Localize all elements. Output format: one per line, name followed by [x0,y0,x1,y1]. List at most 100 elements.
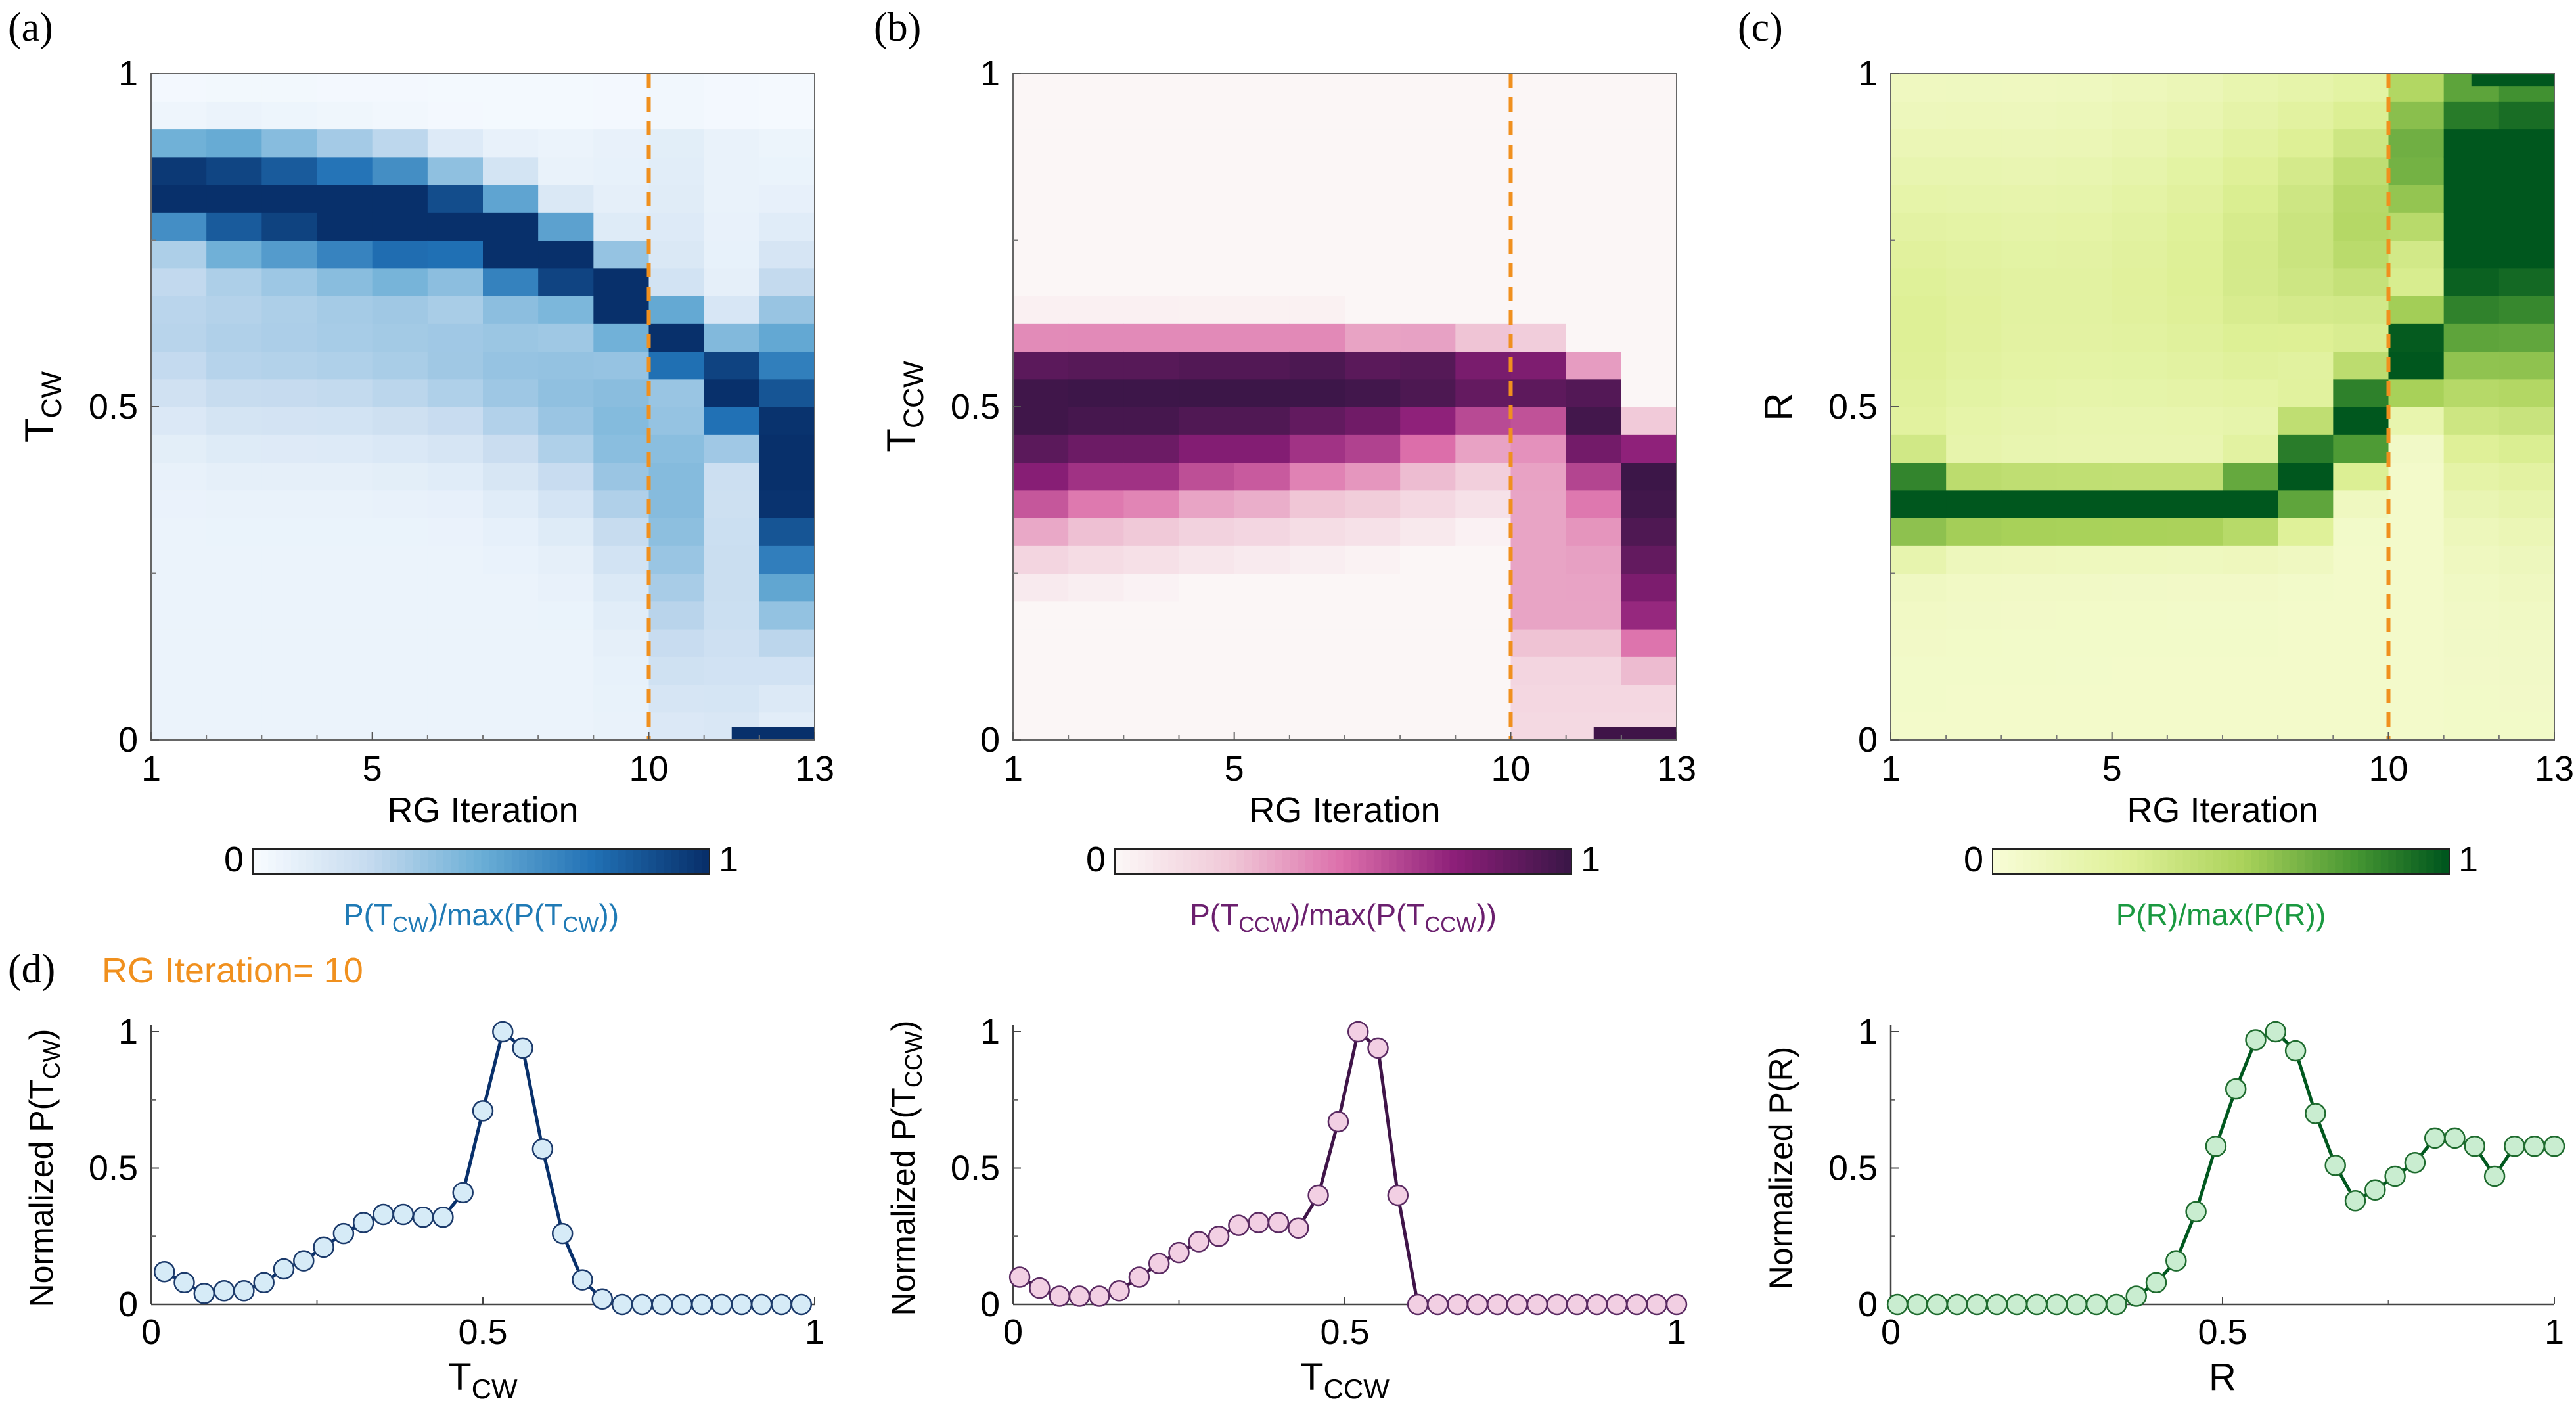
colorbar-segment [367,849,376,874]
colorbar-segment [694,849,703,874]
heatmap-cell [1289,156,1345,185]
heatmap-cell [317,323,373,352]
heatmap-cell [704,240,760,269]
data-point [313,1236,334,1258]
heatmap-cell [261,684,318,713]
colorbar-segment [473,849,482,874]
data-point [2265,1021,2287,1043]
data-point [2165,1250,2187,1272]
heatmap-cell [2388,212,2445,241]
heatmap-cell [372,129,428,158]
heatmap-cell [2056,351,2113,380]
heatmap-cell [2333,656,2389,685]
heatmap-cell [427,296,484,324]
x-tick-label: 10 [629,749,668,789]
heatmap-cell [1400,490,1456,518]
heatmap-cell [2278,712,2334,741]
colorbar-segment [671,849,680,874]
colorbar-segment [290,849,300,874]
heatmap-cell [2223,407,2278,435]
data-point [1168,1241,1190,1264]
colorbar-segment [1525,849,1534,874]
heatmap-cell [483,656,539,685]
heatmap-cell [206,296,262,324]
heatmap-cell [1289,74,1345,102]
heatmap-cell [1179,323,1235,352]
colorbar-segment [1373,849,1382,874]
heatmap-cell [1013,212,1069,241]
heatmap-cell [1179,462,1235,491]
heatmap-cell [1566,573,1622,602]
heatmap-cell [1891,573,1947,602]
x-tick-label: 10 [2368,749,2408,789]
heatmap-cell [1068,74,1124,102]
data-point [2225,1078,2247,1100]
heatmap-cell [759,462,815,491]
heatmap-cell [2056,156,2113,185]
colorbar-segment [1434,849,1443,874]
colorbar-segment [1335,849,1344,874]
data-point [412,1206,434,1228]
heatmap-cell [2498,462,2555,491]
heatmap-cell [261,629,318,657]
heatmap-cell [2498,323,2555,352]
heatmap-cell [151,74,207,102]
heatmap-cell [1455,185,1512,213]
heatmap-cell [1179,267,1235,296]
heatmap-cell [1400,351,1456,380]
heatmap-cell [1345,212,1401,241]
data-point [1089,1285,1110,1307]
heatmap-cell [1891,434,1947,463]
heatmap-cell [1234,518,1290,546]
heatmap-cell [2167,379,2223,407]
data-point [551,1222,574,1245]
colorbar-segment [2304,849,2313,874]
heatmap-cell [2498,212,2555,241]
heatmap-cell [1400,684,1456,713]
heatmap-cell [648,129,705,158]
data-point [373,1203,394,1226]
heatmap-cell [2001,323,2058,352]
colorbar-segment [2076,849,2085,874]
heatmap-cell [427,212,484,241]
heatmap-cell [2388,379,2445,407]
heatmap-cell [2223,240,2278,269]
colorbar-segment [2046,849,2054,874]
heatmap-cell [1510,656,1567,685]
heatmap-cell [704,212,760,241]
heatmap-cell [427,323,484,352]
heatmap-cell [704,573,760,602]
heatmap-cell [1621,434,1677,463]
colorbar-segment [2205,849,2214,874]
heatmap-cell [1510,351,1567,380]
colorbar-segment [2342,849,2351,874]
heatmap-cell [2112,240,2168,269]
heatmap-cell [2278,490,2334,518]
heatmap-cell [317,129,373,158]
heatmap-cell [1179,712,1235,741]
heatmap-cell [151,684,207,713]
colorbar-segment [405,849,414,874]
heatmap-cell [648,518,705,546]
heatmap-cell [2333,434,2389,463]
colorbar-segment [1426,849,1435,874]
heatmap-cell [2056,545,2113,574]
heatmap-cell [1946,656,2002,685]
heatmap-cell [1946,240,2002,269]
heatmap-cell [2001,267,2058,296]
heatmap-cell [2443,296,2500,324]
data-point [2424,1127,2446,1149]
data-point [2066,1293,2088,1316]
data-point [1049,1285,1070,1307]
heatmap-cell [759,407,815,435]
heatmap-cell [1345,185,1401,213]
heatmap-cell [1289,573,1345,602]
heatmap-cell [759,601,815,630]
heatmap-cell [1946,545,2002,574]
heatmap-cell [317,462,373,491]
heatmap-cell [1234,407,1290,435]
heatmap-cell [1510,712,1567,741]
heatmap-cell [483,434,539,463]
heatmap-cell [648,240,705,269]
heatmap-cell [1123,323,1180,352]
